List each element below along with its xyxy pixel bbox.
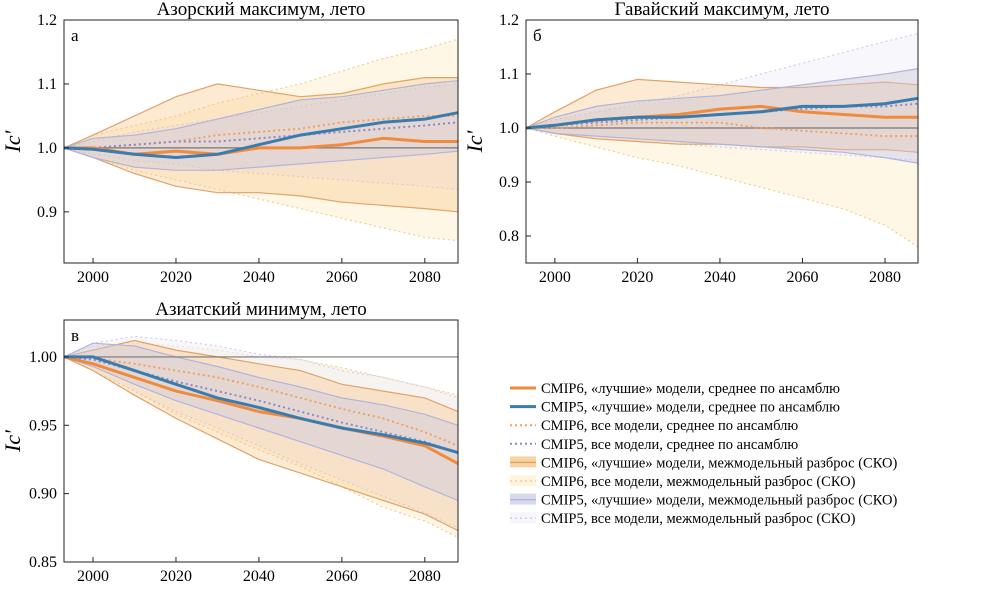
y-axis-label: Ic' (462, 130, 487, 153)
band-cmip6_best_sd-lower-edge (63, 356, 459, 532)
x-tick-label: 2040 (704, 269, 736, 286)
y-tick-label: 1.1 (37, 76, 57, 93)
series-line-cmip6_all_mean (526, 121, 918, 138)
x-tick-label: 2000 (77, 269, 109, 286)
plot-frame (525, 19, 919, 264)
band-cmip6_all_sd-upper-edge (63, 38, 459, 149)
band-cmip5_best_sd-lower-edge (525, 127, 919, 164)
x-tick-label: 2080 (409, 269, 441, 286)
x-tick-label: 2060 (326, 269, 358, 286)
legend-label: CMIP5, «лучшие» модели, межмодельный раз… (541, 493, 897, 509)
series-line-cmip5_all_mean (525, 102, 919, 129)
y-tick-label: 1.0 (499, 120, 519, 137)
band-cmip5_all_sd (526, 33, 918, 161)
y-tick-label: 1.0 (37, 140, 57, 157)
band-cmip5_all_sd (64, 83, 458, 190)
legend-swatch-cmip6_all_sd (510, 475, 536, 486)
panel-letter: в (71, 326, 79, 345)
legend-label: CMIP6, «лучшие» модели, межмодельный раз… (541, 455, 897, 471)
band-cmip5_best_sd-lower-edge (63, 147, 459, 171)
legend-label: CMIP6, все модели, среднее по ансамблю (541, 418, 798, 434)
x-tick-label: 2020 (621, 269, 653, 286)
panel-title: Гавайский максимум, лето (615, 0, 830, 20)
x-tick-label: 2020 (160, 568, 192, 585)
band-cmip5_all_sd (64, 336, 458, 528)
legend-label: CMIP6, все модели, межмодельный разброс … (541, 474, 856, 490)
x-tick-label: 2040 (243, 568, 275, 585)
chart-panel-3: 2000 2020 2040 2060 2080 0.85 0.90 0.95 1.00 Азиа… (0, 299, 459, 585)
panel-title: Азиатский минимум, лето (155, 299, 366, 320)
y-tick-label: 0.9 (37, 204, 57, 221)
series-line-cmip6_best_mean (63, 355, 459, 465)
band-cmip5_best_sd-upper-edge (63, 342, 459, 426)
panel-letter: б (533, 26, 542, 45)
legend-label: CMIP5, все модели, среднее по ансамблю (541, 437, 798, 453)
y-tick-label: 0.8 (499, 228, 519, 245)
series-line-cmip5_best_mean (63, 111, 459, 159)
band-cmip6_all_sd-lower-edge (63, 147, 459, 242)
band-cmip6_best_sd-upper-edge (525, 78, 919, 129)
chart-panel-2: 2000 2020 2040 2060 2080 0.8 0.9 1.0 1.1 1.2 Гавай… (462, 0, 919, 286)
series-line-cmip5_best_mean (64, 355, 459, 455)
band-cmip6_best_sd-upper-edge (63, 76, 458, 149)
y-tick-label: 0.85 (29, 554, 57, 571)
legend-label: CMIP5, все модели, межмодельный разброс … (541, 511, 856, 527)
y-tick-label: 1.00 (29, 349, 57, 366)
legend-swatch-cmip5_all_sd (510, 512, 536, 524)
plot-frame (63, 319, 459, 563)
y-tick-label: 0.95 (29, 417, 57, 434)
x-tick-label: 2020 (160, 269, 192, 286)
series-line-cmip5_all_mean (63, 355, 459, 454)
band-cmip5_best_sd-upper-edge (63, 80, 459, 149)
band-cmip5_best_sd-upper-edge (525, 68, 919, 129)
x-tick-label: 2080 (869, 269, 901, 286)
legend-label: CMIP5, «лучшие» модели, среднее по ансам… (541, 400, 840, 416)
y-axis-label: Ic' (0, 130, 25, 153)
band-cmip5_all_sd-lower-edge (525, 127, 919, 161)
band-cmip6_best_sd-upper-edge (63, 339, 459, 413)
band-cmip5_all_sd-upper-edge (63, 335, 459, 399)
panel-letter: а (71, 26, 79, 45)
chart-panel-1: 2000 2020 2040 2060 2080 0.9 1.0 1.1 1.2 Азорский… (0, 0, 459, 286)
y-tick-label: 1.2 (499, 12, 519, 29)
x-tick-label: 2060 (786, 269, 818, 286)
y-tick-label: 1.2 (37, 12, 57, 29)
y-tick-label: 0.90 (29, 486, 57, 503)
y-tick-label: 1.1 (499, 66, 519, 83)
x-tick-label: 2000 (539, 269, 571, 286)
band-cmip5_all_sd-lower-edge (63, 147, 459, 191)
series-line-cmip5_best_mean (525, 96, 919, 130)
panel-title: Азорский максимум, лето (157, 0, 366, 20)
legend: CMIP6, «лучшие» модели, среднее по ансам… (510, 381, 897, 527)
y-axis-label: Ic' (0, 430, 25, 453)
x-tick-label: 2040 (243, 269, 275, 286)
series-line-cmip5_all_mean (64, 121, 459, 149)
band-cmip6_all_sd-lower-edge (63, 356, 459, 538)
x-tick-label: 2060 (326, 568, 358, 585)
plot-frame (63, 19, 459, 264)
legend-label: CMIP6, «лучшие» модели, среднее по ансам… (541, 381, 840, 397)
band-cmip5_best_sd-lower-edge (63, 356, 459, 502)
x-tick-label: 2000 (77, 568, 109, 585)
band-cmip5_all_sd-upper-edge (525, 32, 919, 129)
band-cmip6_best_sd-lower-edge (63, 147, 459, 213)
x-tick-label: 2080 (409, 568, 441, 585)
series-line-cmip6_all_mean (63, 355, 459, 447)
y-tick-label: 0.9 (499, 174, 519, 191)
